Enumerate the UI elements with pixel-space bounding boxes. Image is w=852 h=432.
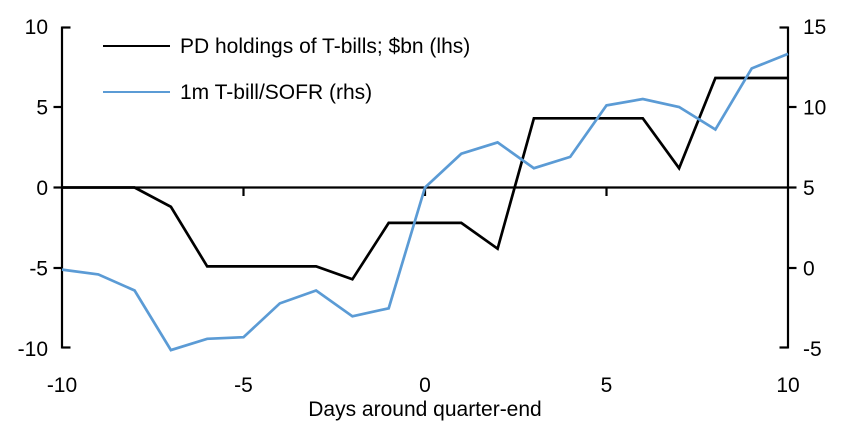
right-axis-tick-label: 0	[803, 258, 815, 281]
legend-label: PD holdings of T-bills; $bn (lhs)	[180, 34, 471, 58]
x-axis-tick-label: 0	[419, 374, 431, 397]
x-axis-tick-label: 5	[601, 374, 613, 397]
right-axis-tick-label: 15	[803, 16, 826, 39]
x-axis-tick-label: 10	[776, 374, 799, 397]
left-axis-tick-label: 0	[36, 177, 48, 200]
chart-legend: PD holdings of T-bills; $bn (lhs) 1m T-b…	[103, 30, 470, 122]
right-axis-tick-label: 10	[803, 97, 826, 120]
legend-item-tbill-sofr: 1m T-bill/SOFR (rhs)	[103, 76, 470, 108]
legend-item-pd-holdings: PD holdings of T-bills; $bn (lhs)	[103, 30, 470, 62]
right-axis-tick-label: -5	[803, 338, 822, 361]
left-axis-tick-label: -5	[29, 258, 48, 281]
series-line-tbill-sofr	[61, 52, 789, 352]
x-axis-tick-label: -10	[47, 374, 77, 397]
x-axis-tick-label: -5	[234, 374, 253, 397]
legend-label: 1m T-bill/SOFR (rhs)	[180, 80, 373, 104]
left-axis-tick-label: 5	[36, 97, 48, 120]
legend-line-sample-black	[103, 45, 170, 47]
left-axis-tick-label: -10	[18, 338, 48, 361]
legend-line-sample-blue	[103, 91, 170, 93]
x-axis-title: Days around quarter-end	[308, 398, 542, 421]
series-line-pd-holdings	[62, 76, 788, 281]
right-axis-tick-label: 5	[803, 177, 815, 200]
left-axis-tick-label: 10	[25, 16, 48, 39]
